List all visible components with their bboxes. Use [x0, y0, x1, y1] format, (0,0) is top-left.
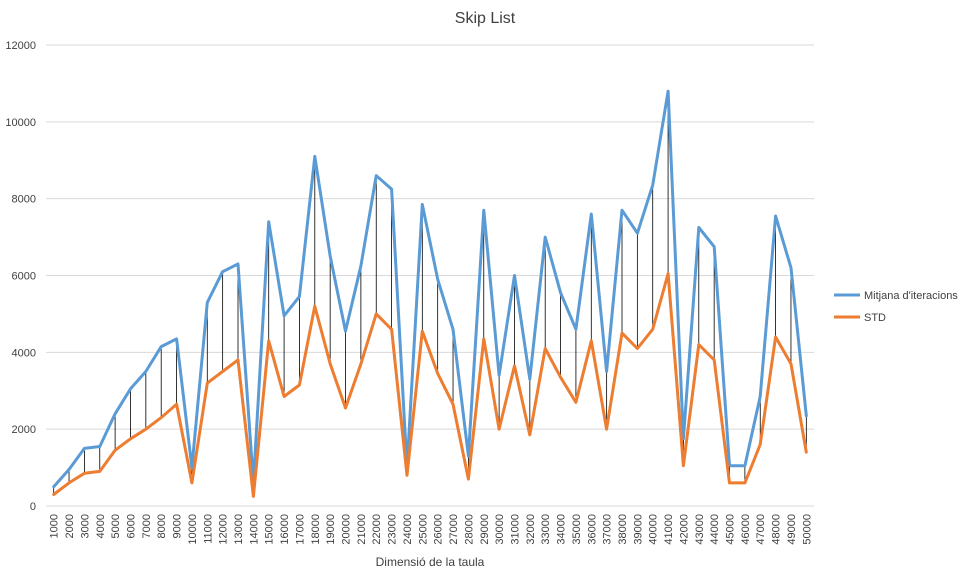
legend-label: STD: [864, 312, 886, 324]
x-tick-label: 32000: [525, 514, 537, 545]
series-lines: [52, 89, 808, 498]
x-tick-label: 31000: [509, 514, 521, 545]
x-tick-label: 14000: [248, 514, 260, 545]
series-line-0: [52, 89, 808, 489]
x-tick-label: 16000: [279, 514, 291, 545]
x-tick-label: 28000: [463, 514, 475, 545]
x-tick-label: 46000: [740, 514, 752, 545]
drop-lines: [53, 91, 807, 497]
x-tick-label: 3000: [79, 514, 91, 538]
x-tick-label: 34000: [556, 514, 568, 545]
x-tick-label: 42000: [678, 514, 690, 545]
x-tick-label: 41000: [663, 514, 675, 545]
y-tick-label: 8000: [12, 194, 36, 206]
x-tick-label: 20000: [341, 514, 353, 545]
x-tick-label: 1000: [49, 514, 61, 538]
x-tick-label: 30000: [494, 514, 506, 545]
x-tick-label: 36000: [586, 514, 598, 545]
x-tick-label: 15000: [264, 514, 276, 545]
x-tick-label: 2000: [64, 514, 76, 538]
y-tick-label: 0: [30, 501, 36, 513]
x-tick-label: 8000: [156, 514, 168, 538]
x-tick-label: 5000: [110, 514, 122, 538]
x-tick-label: 29000: [479, 514, 491, 545]
x-tick-label: 49000: [786, 514, 798, 545]
x-tick-label: 19000: [325, 514, 337, 545]
x-tick-label: 22000: [371, 514, 383, 545]
y-tick-label: 10000: [5, 117, 36, 129]
x-tick-label: 17000: [294, 514, 306, 545]
x-tick-label: 33000: [540, 514, 552, 545]
x-tick-label: 6000: [125, 514, 137, 538]
x-tick-label: 23000: [387, 514, 399, 545]
x-tick-label: 43000: [694, 514, 706, 545]
y-tick-label: 6000: [12, 271, 36, 283]
x-tick-label: 27000: [448, 514, 460, 545]
x-tick-label: 24000: [402, 514, 414, 545]
x-tick-label: 7000: [141, 514, 153, 538]
x-tick-label: 21000: [356, 514, 368, 545]
x-tick-label: 37000: [602, 514, 614, 545]
x-tick-label: 18000: [310, 514, 322, 545]
x-tick-label: 35000: [571, 514, 583, 545]
y-axis-ticks: 0 2000 4000 6000 8000 10000 12000: [5, 40, 36, 513]
x-tick-label: 40000: [648, 514, 660, 545]
x-tick-label: 25000: [417, 514, 429, 545]
x-tick-label: 47000: [755, 514, 767, 545]
legend-label: Mitjana d'iteracions: [864, 290, 958, 302]
chart-title: Skip List: [455, 10, 516, 27]
series-line-1: [52, 272, 808, 498]
x-tick-label: 48000: [771, 514, 783, 545]
y-tick-label: 2000: [12, 424, 36, 436]
legend: Mitjana d'iteracions STD: [834, 290, 958, 324]
x-tick-label: 4000: [95, 514, 107, 538]
x-tick-label: 9000: [172, 514, 184, 538]
x-tick-label: 11000: [202, 514, 214, 544]
x-tick-label: 45000: [725, 514, 737, 545]
x-tick-label: 44000: [709, 514, 721, 545]
x-tick-label: 50000: [801, 514, 813, 545]
x-axis-ticks: 1000 2000 3000 4000 5000 6000 7000 8000 9000 1000…: [49, 514, 814, 545]
y-tick-label: 12000: [5, 40, 36, 52]
x-tick-label: 12000: [218, 514, 230, 545]
x-tick-label: 39000: [632, 514, 644, 545]
x-tick-label: 10000: [187, 514, 199, 545]
x-tick-label: 26000: [433, 514, 445, 545]
x-axis-label: Dimensió de la taula: [376, 555, 485, 569]
y-tick-label: 4000: [12, 347, 36, 359]
x-tick-label: 38000: [617, 514, 629, 545]
x-tick-label: 13000: [233, 514, 245, 545]
